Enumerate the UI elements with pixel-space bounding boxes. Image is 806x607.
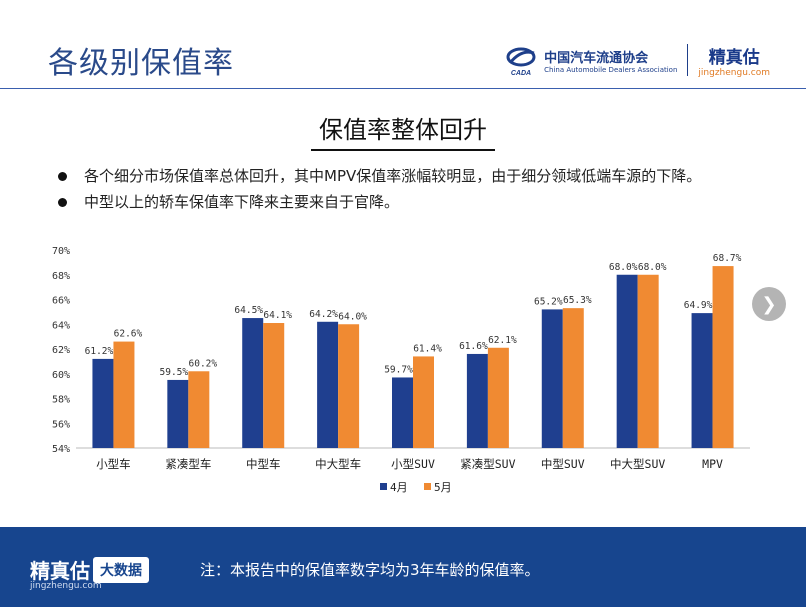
legend-label: 4月 <box>390 481 408 494</box>
bar-may <box>413 356 434 448</box>
chevron-right-icon: ❯ <box>761 293 777 315</box>
bar-may <box>263 323 285 448</box>
y-tick-label: 60% <box>52 370 70 381</box>
next-slide-button[interactable]: ❯ <box>752 287 786 321</box>
y-tick-label: 68% <box>52 271 70 282</box>
big-data-badge: 大数据 <box>93 557 149 583</box>
data-label: 64.0% <box>338 311 367 322</box>
legend-swatch <box>380 483 387 490</box>
data-label: 62.1% <box>488 335 517 346</box>
jzg-logo: 精真估 jingzhengu.com <box>698 43 770 78</box>
data-label: 68.0% <box>638 262 667 273</box>
bar-april <box>92 358 114 448</box>
bar-may <box>487 347 509 448</box>
jzg-name: 精真估 <box>708 47 760 68</box>
cada-abbr: CADA <box>511 70 531 77</box>
cada-emblem-icon: CADA <box>506 47 536 77</box>
y-tick-label: 70% <box>52 246 70 257</box>
x-tick-label: 中大型车 <box>315 457 361 471</box>
bar-april <box>691 313 713 448</box>
bullet-dot-icon <box>58 198 67 207</box>
data-label: 61.6% <box>459 341 488 352</box>
bar-may <box>188 371 210 448</box>
footer-logo-url: jingzhengu.com <box>30 581 102 591</box>
bar-may <box>562 308 584 448</box>
brand-divider <box>687 44 689 76</box>
cada-english-name: China Automobile Dealers Association <box>544 65 678 74</box>
data-label: 64.2% <box>309 309 338 320</box>
bar-april <box>616 274 638 448</box>
headline: 保值率整体回升 <box>0 110 806 151</box>
data-label: 61.4% <box>413 343 442 354</box>
y-tick-label: 64% <box>52 320 70 331</box>
x-tick-label: 紧凑型车 <box>165 457 211 471</box>
data-label: 60.2% <box>189 358 218 369</box>
y-tick-label: 56% <box>52 419 70 430</box>
bullet-dot-icon <box>58 172 67 181</box>
y-tick-label: 58% <box>52 395 70 406</box>
data-label: 68.0% <box>609 262 638 273</box>
bar-april <box>392 377 413 448</box>
x-tick-label: 小型车 <box>96 457 131 471</box>
title-divider <box>0 88 806 89</box>
bullet-item: 中型以上的轿车保值率下降来主要来自于官降。 <box>58 190 758 214</box>
x-tick-label: 小型SUV <box>391 457 435 471</box>
footer-logo: 精真估 <box>30 559 90 583</box>
data-label: 64.1% <box>263 310 292 321</box>
legend-swatch <box>424 483 431 490</box>
bar-may <box>712 266 734 448</box>
x-tick-label: 中型车 <box>246 457 281 471</box>
bar-chart: 54% 56% 58% 60% 62% 64% 66% 68% 70% 61.2%62.6% 小型车… <box>52 246 750 494</box>
footer-note: 注：本报告中的保值率数字均为3年车龄的保值率。 <box>200 561 540 579</box>
bullet-list: 各个细分市场保值率总体回升，其中MPV保值率涨幅较明显，由于细分领域低端车源的下… <box>58 164 758 216</box>
brand-logos: CADA 中国汽车流通协会 China Automobile Dealers A… <box>504 40 770 80</box>
y-tick-label: 66% <box>52 296 70 307</box>
legend-label: 5月 <box>434 481 452 494</box>
y-tick-label: 62% <box>52 345 70 356</box>
page-title: 各级别保值率 <box>48 46 234 81</box>
headline-text: 保值率整体回升 <box>311 110 495 151</box>
bar-may <box>113 341 135 448</box>
bullet-item: 各个细分市场保值率总体回升，其中MPV保值率涨幅较明显，由于细分领域低端车源的下… <box>58 164 758 188</box>
bar-may <box>338 324 360 448</box>
bar-april <box>242 318 264 448</box>
bullet-text: 中型以上的轿车保值率下降来主要来自于官降。 <box>84 193 400 211</box>
data-label: 59.7% <box>384 364 413 375</box>
cada-logo: CADA 中国汽车流通协会 China Automobile Dealers A… <box>504 43 677 77</box>
data-label: 64.9% <box>684 300 713 311</box>
data-label: 62.6% <box>114 329 143 340</box>
jzg-url: jingzhengu.com <box>698 67 770 78</box>
x-tick-label: MPV <box>702 457 723 471</box>
bullet-text: 各个细分市场保值率总体回升，其中MPV保值率涨幅较明显，由于细分领域低端车源的下… <box>84 167 702 185</box>
bar-may <box>637 274 659 448</box>
bar-april <box>466 353 488 448</box>
data-label: 59.5% <box>160 367 189 378</box>
cada-name: 中国汽车流通协会 <box>544 50 649 66</box>
data-label: 65.2% <box>534 296 563 307</box>
data-label: 64.5% <box>234 305 263 316</box>
data-label: 61.2% <box>85 346 114 357</box>
y-tick-label: 54% <box>52 444 70 455</box>
data-label: 65.3% <box>563 295 592 306</box>
bar-april <box>317 321 339 448</box>
x-tick-label: 中大型SUV <box>610 457 665 471</box>
bar-april <box>541 309 563 448</box>
x-tick-label: 中型SUV <box>541 457 585 471</box>
bar-april <box>167 379 189 448</box>
x-tick-label: 紧凑型SUV <box>460 457 515 471</box>
footer: 精真估 jingzhengu.com 大数据 注：本报告中的保值率数字均为3年车… <box>0 527 806 607</box>
data-label: 68.7% <box>713 253 742 264</box>
residual-rate-chart: 54% 56% 58% 60% 62% 64% 66% 68% 70% 61.2% 62.6% 小型车… <box>40 240 760 502</box>
